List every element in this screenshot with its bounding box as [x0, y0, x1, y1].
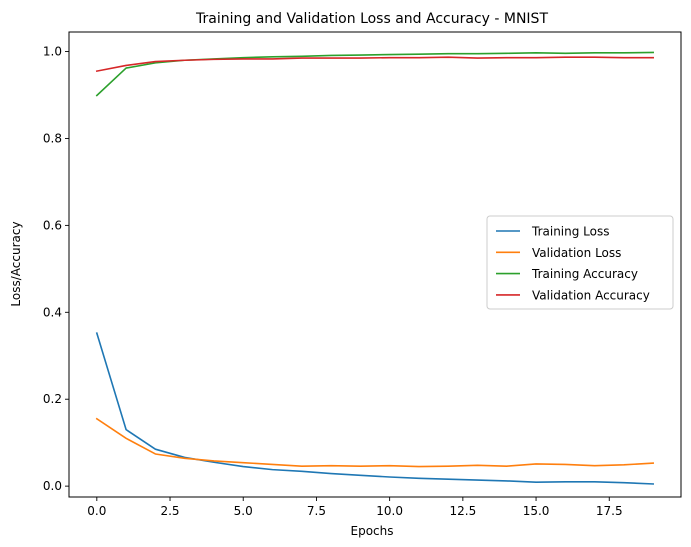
plot-lines: [95, 51, 655, 485]
legend: Training Loss Validation Loss Training Acc…: [486, 215, 674, 310]
y-tick-label: 0.4: [43, 305, 62, 319]
y-tick-label: 0.8: [43, 131, 62, 145]
series-line-4: [95, 56, 654, 73]
x-tick-label: 10.0: [376, 504, 403, 518]
x-axis-label: Epochs: [351, 524, 394, 538]
y-tick-label: 1.0: [43, 45, 62, 59]
chart-title: Training and Validation Loss and Accurac…: [195, 11, 548, 27]
x-axis-ticks: 0.0 2.5 5.0 7.5 10.0 12.5 15.0 17.5: [87, 497, 623, 518]
x-tick-label: 17.5: [596, 504, 623, 518]
x-tick-label: 7.5: [307, 504, 326, 518]
legend-label: Validation Accuracy: [532, 288, 650, 302]
x-tick-label: 2.5: [160, 504, 179, 518]
plot-frame: [68, 31, 682, 498]
series-line-3: [95, 51, 654, 97]
legend-label: Training Loss: [531, 225, 609, 239]
x-tick-label: 15.0: [523, 504, 550, 518]
legend-box: [486, 215, 674, 310]
x-tick-label: 5.0: [234, 504, 253, 518]
legend-label: Validation Loss: [532, 246, 621, 260]
legend-label: Training Accuracy: [531, 267, 638, 281]
y-axis-ticks: 0.0 0.2 0.4 0.6 0.8 1.0: [43, 45, 69, 493]
series-line-1: [95, 332, 655, 485]
x-tick-label: 0.0: [87, 504, 106, 518]
series-line-2: [95, 417, 655, 468]
x-tick-label: 12.5: [449, 504, 476, 518]
y-tick-label: 0.0: [43, 479, 62, 493]
y-axis-label: Loss/Accuracy: [9, 221, 23, 306]
y-tick-label: 0.6: [43, 218, 62, 232]
y-tick-label: 0.2: [43, 392, 62, 406]
